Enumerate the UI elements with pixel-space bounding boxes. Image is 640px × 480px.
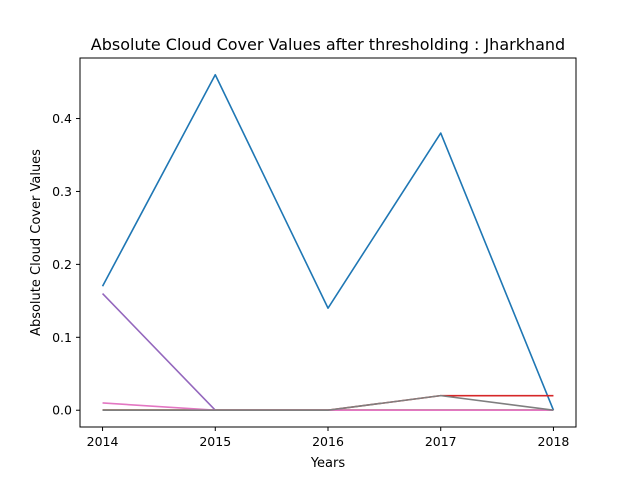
x-tick-label: 2018 [538,434,570,449]
series-line-7 [102,394,554,412]
chart-title: Absolute Cloud Cover Values after thresh… [91,35,565,54]
y-tick-label: 0.4 [52,111,72,126]
x-tick-label: 2016 [312,434,344,449]
y-tick-label: 0.3 [52,184,72,199]
y-tick-label: 0.1 [52,330,72,345]
x-axis-label: Years [310,456,346,471]
x-tick-label: 2015 [199,434,231,449]
x-tick-label: 2017 [425,434,457,449]
x-tick-label: 2014 [87,434,119,449]
plot-lines [101,73,555,412]
y-tick-label: 0.0 [52,403,72,418]
plot-frame [79,57,577,428]
x-axis-ticks: 2014 2015 2016 2017 2018 [87,427,570,449]
y-tick-label: 0.2 [52,257,72,272]
series-line-0 [101,73,555,411]
y-axis-ticks: 0.0 0.1 0.2 0.3 0.4 [52,111,80,418]
series-line-4 [101,292,554,412]
series-line-6 [102,402,554,412]
y-axis-label: Absolute Cloud Cover Values [29,149,44,336]
